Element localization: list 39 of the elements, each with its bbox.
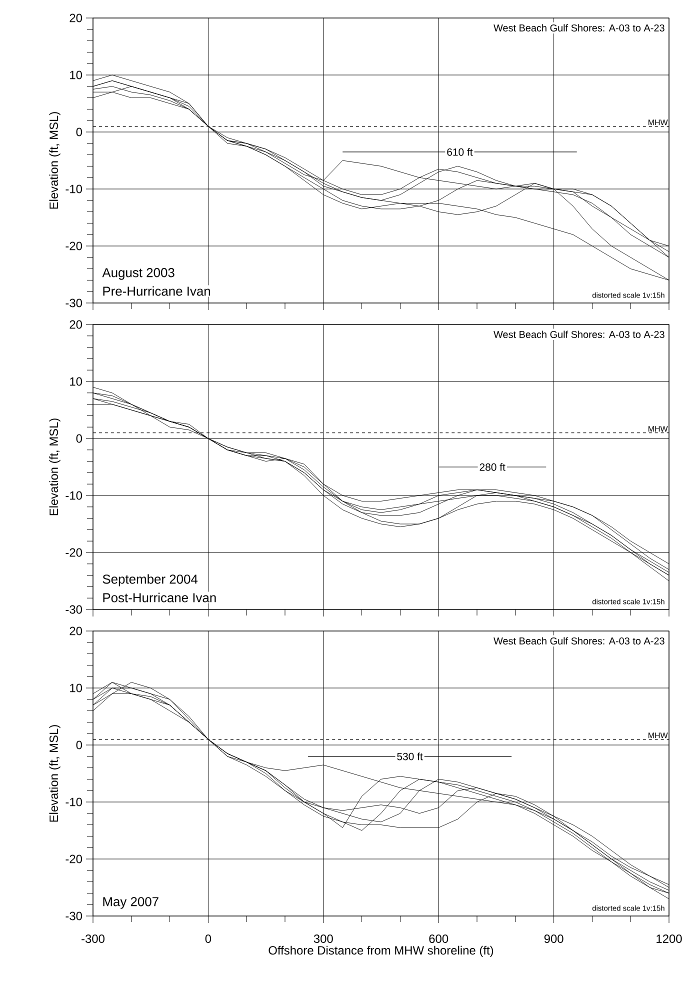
y-tick-label: 10 (70, 70, 82, 80)
y-tick-label: -20 (66, 548, 82, 557)
annotation: May 2007 (103, 897, 158, 909)
annotation: West Beach Gulf Shores: A-03 to A-23 (494, 637, 664, 645)
y-tick-label: 0 (76, 740, 82, 750)
y-tick-label: -20 (66, 242, 82, 250)
y-tick-label: 10 (70, 684, 82, 692)
y-tick-label: -30 (66, 912, 82, 920)
y-tick-label: -10 (66, 491, 82, 500)
y-tick-label: 20 (70, 320, 82, 329)
annotation: West Beach Gulf Shores: A-03 to A-23 (494, 24, 664, 32)
annotation: 610 ft (447, 148, 473, 156)
annotation: August 2003 (102, 268, 174, 280)
y-axis-title: Elevation (ft, MSL) (49, 418, 60, 516)
y-tick-label: -30 (66, 298, 82, 308)
x-tick-label: 1200 (656, 934, 682, 943)
y-axis-title: Elevation (ft, MSL) (49, 725, 60, 822)
y-tick-label: 20 (70, 626, 82, 636)
annotation: Pre-Hurricane Ivan (103, 286, 210, 296)
x-tick-label: 600 (429, 934, 448, 943)
y-tick-label: -20 (66, 854, 82, 864)
y-axis-title: Elevation (ft, MSL) (49, 112, 60, 209)
y-tick-label: -10 (66, 184, 82, 194)
y-tick-label: -30 (66, 605, 82, 614)
x-tick-label: 300 (314, 934, 333, 943)
x-tick-label: 900 (544, 934, 564, 943)
x-tick-label: 0 (205, 934, 212, 943)
x-axis-title: Offshore Distance from MHW shoreline (ft) (268, 946, 494, 957)
y-tick-label: 0 (76, 128, 82, 136)
y-tick-label: -10 (66, 798, 82, 806)
y-tick-label: 10 (70, 377, 82, 386)
annotation: Post-Hurricane Ivan (103, 592, 216, 602)
y-tick-label: 0 (76, 434, 82, 443)
annotation: 530 ft (397, 752, 423, 760)
annotation: West Beach Gulf Shores: A-03 to A-23 (494, 330, 664, 338)
x-tick-label: -300 (82, 934, 104, 943)
annotation: September 2004 (102, 574, 198, 586)
y-tick-label: 20 (70, 14, 82, 22)
annotation: 280 ft (480, 463, 506, 471)
